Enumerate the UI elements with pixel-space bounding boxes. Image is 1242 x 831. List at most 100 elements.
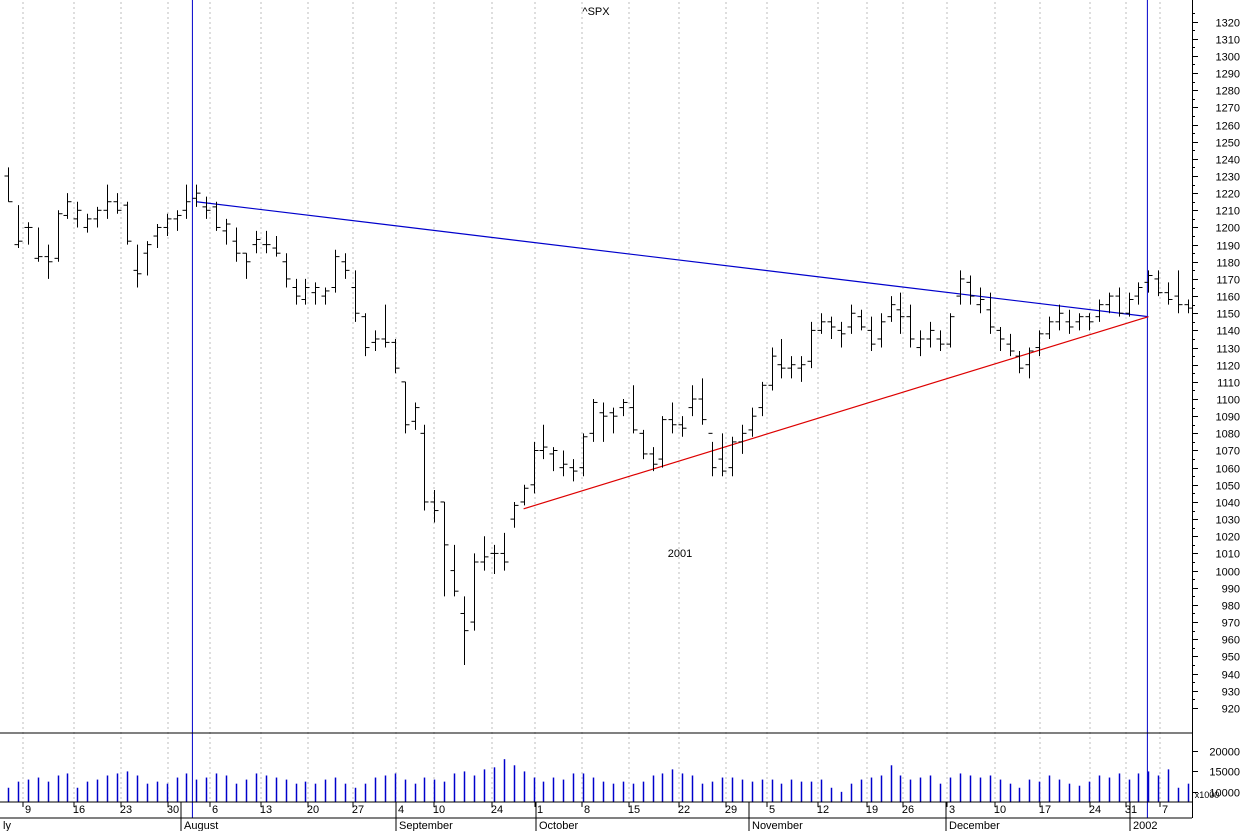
volume-tick-label: 15000 bbox=[1209, 767, 1240, 779]
ohlc-bar bbox=[63, 193, 72, 219]
y-tick-label: 920 bbox=[1222, 704, 1240, 716]
ohlc-bar bbox=[123, 201, 132, 245]
ohlc-bar bbox=[639, 429, 648, 460]
volume-tick-label: 20000 bbox=[1209, 747, 1240, 759]
ohlc-bar bbox=[827, 316, 836, 339]
ohlc-bar bbox=[173, 210, 182, 231]
ohlc-bar bbox=[252, 230, 261, 254]
y-tick-label: 1220 bbox=[1216, 189, 1240, 201]
ohlc-bar bbox=[787, 356, 796, 379]
ohlc-bar bbox=[1075, 313, 1084, 331]
ohlc-bar bbox=[569, 459, 578, 482]
x-month-label: August bbox=[184, 820, 218, 831]
ohlc-bar bbox=[1055, 304, 1064, 331]
x-day-label: 30 bbox=[167, 804, 179, 816]
x-day-label: 5 bbox=[769, 804, 775, 816]
ohlc-bar bbox=[292, 278, 301, 305]
y-tick-label: 970 bbox=[1222, 618, 1240, 630]
y-tick-label: 1000 bbox=[1216, 567, 1240, 579]
y-tick-label: 950 bbox=[1222, 652, 1240, 664]
y-tick-label: 1140 bbox=[1216, 326, 1240, 338]
ohlc-bar bbox=[83, 213, 92, 233]
ohlc-bar bbox=[1025, 347, 1034, 379]
ohlc-bar bbox=[758, 381, 767, 417]
y-tick-label: 1010 bbox=[1216, 549, 1240, 561]
ohlc-bar bbox=[896, 292, 905, 334]
ohlc-bar bbox=[867, 316, 876, 351]
trend-line bbox=[196, 201, 1149, 318]
ohlc-bar bbox=[559, 450, 568, 477]
ohlc-bar bbox=[926, 321, 935, 348]
x-month-label: September bbox=[399, 820, 453, 831]
y-tick-label: 1270 bbox=[1216, 103, 1240, 115]
y-tick-label: 1120 bbox=[1216, 361, 1240, 373]
ohlc-bar bbox=[797, 356, 806, 382]
ohlc-bar bbox=[1115, 287, 1124, 317]
x-day-label: 10 bbox=[994, 804, 1006, 816]
y-tick-label: 980 bbox=[1222, 601, 1240, 613]
volume-tick-label: 10000 bbox=[1209, 788, 1240, 800]
ohlc-bar bbox=[619, 399, 628, 417]
ohlc-bar bbox=[708, 432, 717, 477]
ohlc-bar bbox=[946, 313, 955, 348]
trend-lines bbox=[196, 201, 1149, 510]
x-day-label: 19 bbox=[866, 804, 878, 816]
ohlc-bar bbox=[1045, 316, 1054, 339]
ohlc-bar bbox=[341, 253, 350, 279]
price-bars bbox=[4, 167, 1193, 665]
year-annotation: 2001 bbox=[668, 548, 692, 560]
ohlc-bar bbox=[837, 321, 846, 348]
x-day-label: 7 bbox=[1162, 804, 1168, 816]
ohlc-bar bbox=[936, 330, 945, 351]
ohlc-bar bbox=[54, 210, 63, 262]
ohlc-bar bbox=[242, 252, 251, 279]
y-tick-label: 1300 bbox=[1216, 52, 1240, 64]
ohlc-bar bbox=[500, 532, 509, 571]
ohlc-bar bbox=[1085, 313, 1094, 331]
ohlc-bar bbox=[282, 253, 291, 288]
ohlc-bar bbox=[153, 224, 162, 249]
ohlc-bar bbox=[1035, 330, 1044, 357]
ohlc-bar bbox=[916, 330, 925, 357]
ohlc-bar bbox=[1174, 270, 1183, 314]
x-day-label: 6 bbox=[212, 804, 218, 816]
ohlc-bar bbox=[351, 270, 360, 322]
ohlc-bar bbox=[1095, 299, 1104, 322]
ohlc-bar bbox=[202, 196, 211, 219]
ohlc-bar bbox=[440, 501, 449, 597]
volume-bars bbox=[7, 759, 1190, 802]
x-day-label: 29 bbox=[725, 804, 737, 816]
ohlc-bar bbox=[411, 402, 420, 430]
y-tick-label: 1110 bbox=[1217, 378, 1240, 390]
ohlc-bar bbox=[887, 296, 896, 322]
ohlc-bar bbox=[1015, 350, 1024, 374]
ohlc-bar bbox=[956, 270, 965, 305]
ohlc-bar bbox=[1105, 292, 1114, 314]
y-tick-label: 1180 bbox=[1216, 258, 1240, 270]
ohlc-bar bbox=[391, 338, 400, 374]
ohlc-bar bbox=[678, 416, 687, 437]
x-day-label: 1 bbox=[537, 804, 543, 816]
y-tick-label: 1170 bbox=[1216, 275, 1240, 287]
x-day-label: 13 bbox=[260, 804, 272, 816]
ohlc-bar bbox=[321, 287, 330, 305]
y-tick-label: 1250 bbox=[1216, 138, 1240, 150]
ohlc-bar bbox=[629, 385, 638, 434]
ohlc-bar bbox=[1154, 270, 1163, 297]
x-day-label: 23 bbox=[120, 804, 132, 816]
ohlc-bar bbox=[817, 313, 826, 334]
y-tick-label: 1130 bbox=[1216, 344, 1240, 356]
y-tick-label: 960 bbox=[1222, 635, 1240, 647]
ohlc-bar bbox=[549, 447, 558, 472]
ohlc-bar bbox=[857, 309, 866, 331]
x-day-label: 17 bbox=[1039, 804, 1051, 816]
volume-axis: 10000 15000 20000 bbox=[1192, 747, 1240, 800]
y-tick-label: 1320 bbox=[1216, 18, 1240, 30]
ohlc-bar bbox=[381, 304, 390, 348]
ohlc-bar bbox=[649, 447, 658, 472]
y-tick-label: 990 bbox=[1222, 584, 1240, 596]
y-tick-label: 1260 bbox=[1216, 121, 1240, 133]
ohlc-bar bbox=[777, 338, 786, 379]
x-day-label: 4 bbox=[398, 804, 404, 816]
